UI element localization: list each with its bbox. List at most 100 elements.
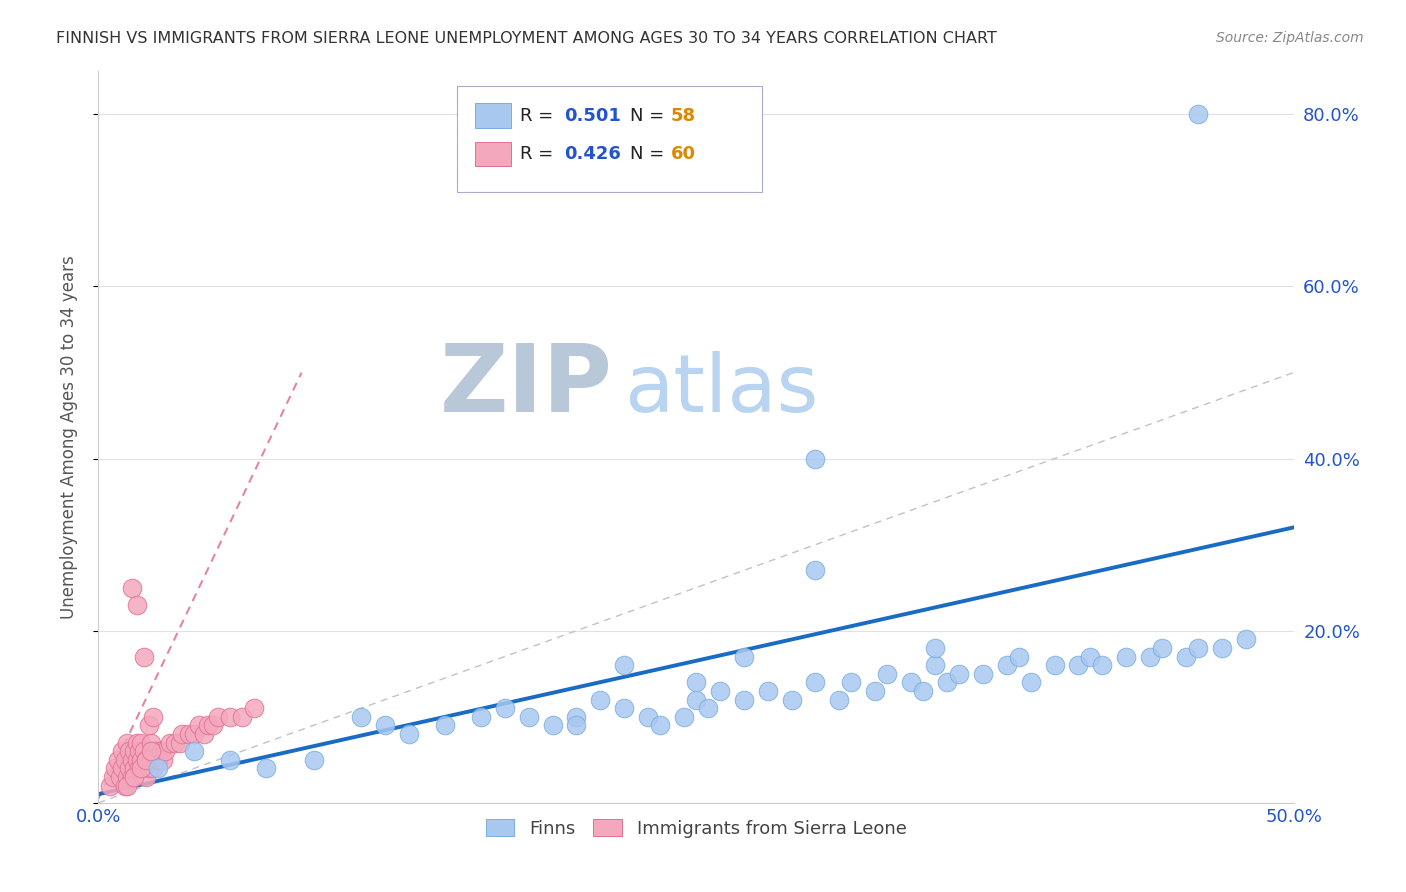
Point <box>900 675 922 690</box>
Point <box>163 735 186 749</box>
Point <box>1187 640 1209 655</box>
Point <box>1115 649 1137 664</box>
Text: Source: ZipAtlas.com: Source: ZipAtlas.com <box>1216 31 1364 45</box>
Point <box>219 710 242 724</box>
Point <box>111 744 134 758</box>
Point <box>135 753 157 767</box>
Point <box>128 744 150 758</box>
Point <box>138 718 160 732</box>
Point <box>131 753 153 767</box>
Point <box>183 744 205 758</box>
Point <box>139 744 162 758</box>
Point <box>118 744 141 758</box>
Point <box>1211 640 1233 655</box>
Text: 58: 58 <box>671 107 696 125</box>
Point <box>101 770 124 784</box>
Point <box>193 727 215 741</box>
Point <box>648 718 672 732</box>
Point <box>243 701 266 715</box>
Point <box>121 753 143 767</box>
Point <box>1175 649 1198 664</box>
Point <box>124 761 146 775</box>
Point <box>135 770 157 784</box>
Point <box>187 718 209 732</box>
Point <box>434 718 457 732</box>
Point <box>302 753 325 767</box>
Point <box>149 744 172 758</box>
Point <box>254 761 277 775</box>
Point <box>1008 649 1031 664</box>
Point <box>98 779 122 793</box>
Point <box>131 761 153 775</box>
Point <box>132 761 155 775</box>
Point <box>841 675 863 690</box>
Point <box>911 684 934 698</box>
Point <box>142 710 165 724</box>
FancyBboxPatch shape <box>475 142 510 167</box>
Point <box>697 701 720 715</box>
Point <box>131 735 153 749</box>
Point <box>733 692 755 706</box>
Point <box>202 718 225 732</box>
Point <box>115 779 138 793</box>
Point <box>936 675 959 690</box>
Text: FINNISH VS IMMIGRANTS FROM SIERRA LEONE UNEMPLOYMENT AMONG AGES 30 TO 34 YEARS C: FINNISH VS IMMIGRANTS FROM SIERRA LEONE … <box>56 31 997 46</box>
Point <box>804 564 827 578</box>
Point <box>231 710 253 724</box>
Point <box>1139 649 1161 664</box>
Point <box>494 701 516 715</box>
Point <box>114 753 136 767</box>
FancyBboxPatch shape <box>475 103 510 128</box>
Point <box>685 675 707 690</box>
Text: 0.426: 0.426 <box>565 145 621 163</box>
Point <box>207 710 229 724</box>
Point <box>132 744 155 758</box>
Point <box>470 710 492 724</box>
FancyBboxPatch shape <box>457 86 762 192</box>
Point <box>115 735 138 749</box>
Point <box>152 753 174 767</box>
Point <box>111 761 134 775</box>
Point <box>128 761 150 775</box>
Point <box>613 701 636 715</box>
Point <box>673 710 696 724</box>
Point <box>972 666 994 681</box>
Point <box>183 727 205 741</box>
Point <box>148 753 170 767</box>
Point <box>125 598 148 612</box>
Point <box>876 666 898 681</box>
Point <box>125 735 148 749</box>
Point <box>124 770 146 784</box>
Point <box>108 770 131 784</box>
Point <box>613 658 636 673</box>
Point <box>517 710 540 724</box>
Point <box>179 727 201 741</box>
Point <box>1019 675 1042 690</box>
Text: N =: N = <box>630 145 671 163</box>
Y-axis label: Unemployment Among Ages 30 to 34 years: Unemployment Among Ages 30 to 34 years <box>59 255 77 619</box>
Point <box>637 710 659 724</box>
Point <box>114 779 136 793</box>
Point <box>197 718 219 732</box>
Text: N =: N = <box>630 107 671 125</box>
Point <box>350 710 373 724</box>
Point <box>828 692 851 706</box>
Point <box>374 718 396 732</box>
Point <box>804 451 827 466</box>
Point <box>219 753 242 767</box>
Point <box>1187 107 1209 121</box>
Point <box>1043 658 1066 673</box>
Point <box>709 684 731 698</box>
Point <box>132 649 155 664</box>
Point <box>1067 658 1090 673</box>
Point <box>107 753 129 767</box>
Point <box>148 761 170 775</box>
Point <box>804 675 827 690</box>
Point <box>398 727 420 741</box>
Point <box>159 735 181 749</box>
Point <box>565 710 588 724</box>
Point <box>155 744 177 758</box>
Point <box>169 735 191 749</box>
Point <box>685 692 707 706</box>
Point <box>139 753 162 767</box>
